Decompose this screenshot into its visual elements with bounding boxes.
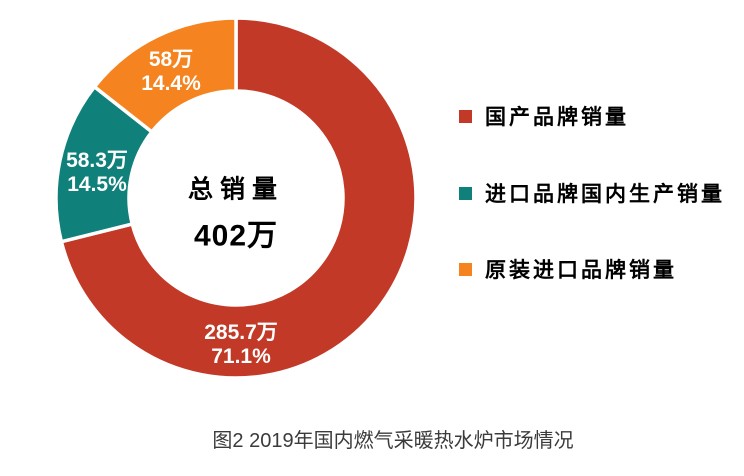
chart-legend: 国产品牌销量 进口品牌国内生产销量 原装进口品牌销量	[459, 0, 744, 400]
slice-value: 58.3万	[66, 149, 128, 172]
slice-value: 285.7万	[204, 321, 278, 344]
figure-caption: 图2 2019年国内燃气采暖热水炉市场情况	[212, 430, 574, 452]
legend-item-imported-domestic-production: 进口品牌国内生产销量	[459, 180, 725, 206]
legend-label: 原装进口品牌销量	[485, 258, 677, 282]
donut-slice-2	[92, 16, 238, 135]
legend-label: 国产品牌销量	[485, 105, 629, 129]
legend-swatch-red	[459, 109, 472, 123]
legend-item-original-imported: 原装进口品牌销量	[459, 256, 677, 282]
slice-percent: 14.4%	[141, 72, 201, 95]
slice-label-original-imported: 58万 14.4%	[141, 48, 201, 96]
slice-percent: 71.1%	[211, 345, 271, 368]
donut-slice-0	[59, 16, 418, 380]
total-sales-value: 402万	[193, 219, 279, 253]
legend-swatch-orange	[459, 262, 472, 276]
slice-label-imported-domestic-production: 58.3万 14.5%	[66, 149, 128, 197]
donut-chart-svg	[54, 16, 418, 380]
donut-chart: 285.7万 71.1% 58.3万 14.5% 58万 14.4% 总销量 4…	[54, 16, 418, 380]
slice-percent: 14.5%	[67, 173, 127, 196]
slice-label-domestic: 285.7万 71.1%	[204, 321, 278, 369]
total-sales-label: 总销量	[187, 176, 285, 204]
legend-label: 进口品牌国内生产销量	[485, 182, 725, 206]
legend-swatch-teal	[459, 186, 472, 200]
legend-item-domestic: 国产品牌销量	[459, 103, 629, 129]
donut-center-label: 总销量 402万	[188, 170, 284, 255]
slice-value: 58万	[148, 48, 194, 71]
